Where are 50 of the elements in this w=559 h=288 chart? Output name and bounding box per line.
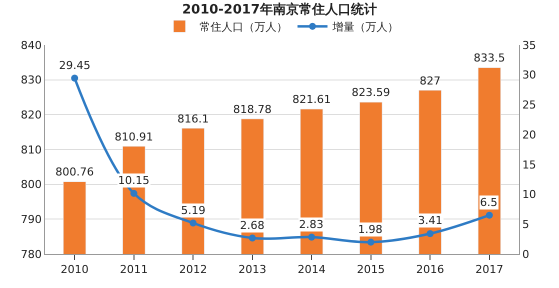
- x-tick-label: 2015: [356, 263, 385, 276]
- legend-label: 增量（万人）: [332, 20, 398, 34]
- x-tick-label: 2010: [60, 263, 89, 276]
- data-label: 833.5: [474, 52, 506, 65]
- y-tick-label: 820: [20, 108, 42, 122]
- y2-tick-label: 20: [522, 128, 536, 142]
- y2-tick-label: 15: [522, 158, 536, 172]
- point: [190, 220, 197, 227]
- data-label: 3.41: [418, 214, 442, 227]
- y2-tick-label: 5: [522, 218, 530, 231]
- point: [426, 230, 434, 238]
- point: [130, 190, 138, 197]
- data-label: 823.59: [352, 86, 390, 100]
- y2-tick-label: 30: [522, 68, 536, 82]
- data-label: 6.5: [480, 196, 498, 209]
- y-tick-label: 810: [20, 143, 42, 156]
- x-tick-label: 2013: [238, 263, 266, 276]
- y2-tick-label: 35: [522, 38, 536, 52]
- y-tick-label: 840: [20, 38, 42, 52]
- x-tick-label: 2016: [416, 263, 444, 276]
- x-tick-label: 2012: [179, 263, 208, 276]
- y-tick-label: 790: [20, 213, 42, 226]
- point: [486, 212, 493, 219]
- point: [248, 234, 256, 242]
- y-tick-label: 830: [20, 74, 42, 87]
- point: [71, 74, 78, 82]
- data-label: 1.98: [358, 223, 382, 236]
- y2-tick-label: 25: [522, 98, 536, 112]
- y-tick-label: 780: [20, 248, 42, 261]
- data-label: 810.91: [114, 130, 154, 144]
- y2-tick-label: 0: [522, 248, 530, 261]
- data-label: 800.76: [55, 166, 94, 179]
- data-label: 5.19: [181, 204, 206, 217]
- legend-label: 常住人口（万人）: [200, 20, 288, 34]
- point: [308, 234, 316, 241]
- y2-tick-label: 10: [522, 188, 536, 202]
- x-tick-label: 2011: [120, 263, 148, 276]
- point: [367, 238, 374, 246]
- data-label: 29.45: [59, 59, 90, 72]
- data-label: 816.1: [177, 112, 209, 126]
- data-label: 827: [420, 74, 441, 88]
- x-tick-label: 2014: [298, 263, 326, 276]
- x-tick-label: 2017: [475, 263, 504, 276]
- data-label: 821.61: [292, 93, 331, 106]
- data-label: 2.68: [240, 219, 264, 232]
- chart-title: 2010-2017年南京常住人口统计: [182, 1, 377, 18]
- y-tick-label: 800: [20, 178, 42, 192]
- data-label: 818.78: [233, 102, 272, 116]
- data-label: 2.83: [299, 218, 324, 231]
- data-label: 10.15: [118, 174, 150, 187]
